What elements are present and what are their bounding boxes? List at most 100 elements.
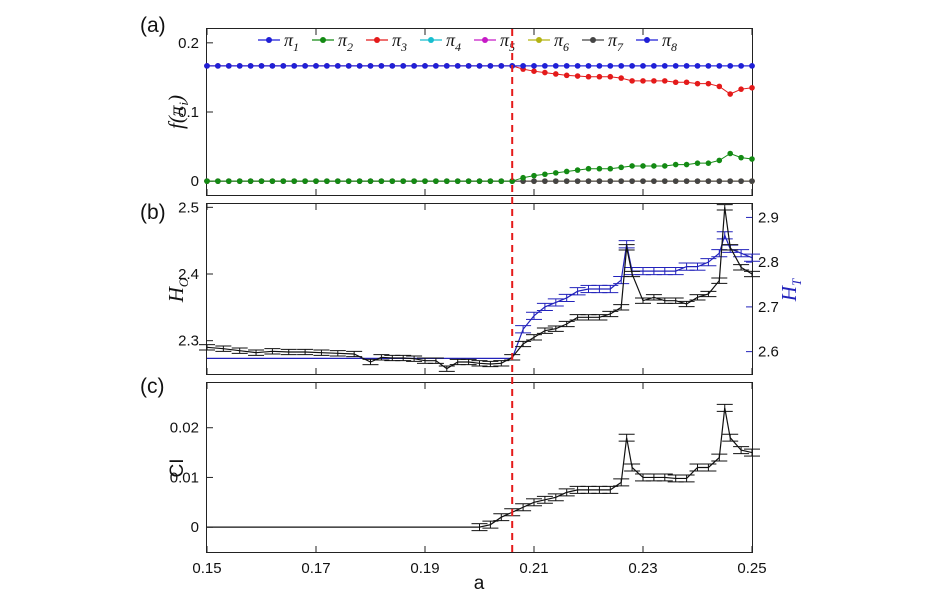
panel-a-series-point [531,63,537,69]
panel-a-series-point [476,63,483,69]
panel-a-series-point [596,165,603,172]
legend-entry-label: π7 [608,30,624,54]
legend-entry-label: π2 [338,30,353,54]
panel-a-ytick-label: 0.2 [178,35,199,52]
panel-a-series-point [400,63,407,69]
panel-a-series-point [738,178,744,184]
panel-a-series-point [324,63,330,69]
legend-entry-subscript: 8 [671,40,677,54]
panel-a-series-point [727,63,733,69]
panel-a-series-point [683,79,690,86]
panel-a-series-point [574,167,581,173]
panel-a-series-point [563,72,570,79]
panel-a-series-line [207,152,753,182]
panel-a-series-point [662,63,668,69]
panel-a-series-point [411,178,417,184]
legend-entry-label: π3 [392,30,407,54]
panel-a-series-point [465,178,472,184]
panel-a-series-point [531,172,537,179]
panel-a-series-point [542,178,548,184]
panel-a-series-point [607,63,614,69]
panel-a-series-point [607,73,614,80]
panel-a-series-point [640,63,646,69]
panel-a-series-point [585,165,592,172]
panel-a-series-point [335,63,341,69]
panel-a-series-point [629,178,635,184]
panel-c-ytick-label: 0.01 [170,469,199,486]
panel-b-ytick-right-label: 2.9 [758,209,779,226]
panel-a-ylabel-close: ) [164,95,188,103]
panel-a-ylabel-sub: i [176,102,191,106]
legend-swatch-marker [590,37,596,43]
panel-a-series-point [291,178,298,184]
x-tick-label: 0.19 [410,560,439,577]
panel-a-ylabel-open: ( [164,114,188,123]
panel-a-series-point [433,178,439,184]
panel-a-series-point [563,168,570,175]
panel-a-series-point [553,178,559,184]
panel-a-series-point [476,178,483,184]
panel-a-series-point [204,178,210,184]
panel-a-series-point [694,160,701,166]
panel-a-series-point [618,75,624,81]
panel-a-series-point [662,163,668,169]
panel-a-legend: π1π2π3π4π5π6π7π8 [258,30,677,54]
legend-entry-symbol: π [392,30,402,50]
panel-b-ylabel-right-main: H [777,284,801,302]
panel-a-series-point [618,63,624,69]
panel-b-ylabel-left-sub: O [176,277,191,287]
panel-a-series-point [280,178,287,184]
panel-a-frame [206,28,753,196]
panel-b-ytick-label: 2.4 [178,266,199,283]
panel-a-series-point [498,178,505,184]
panel-a-series-point [291,63,298,69]
panel-b-ytick-label: 2.3 [178,333,199,350]
panel-a-series-point [705,178,712,184]
panel-a-series-point [672,178,679,184]
panel-a-series-point [542,63,548,69]
panel-b-ylabel-left: HO [164,277,191,303]
legend-entry-label: π8 [662,30,677,54]
panel-b-ytick-label: 2.5 [178,199,199,216]
panel-a-series-point [367,178,374,184]
legend-swatch-marker [428,37,434,43]
panel-a-series-point [345,63,352,69]
panel-a-series-point [454,178,461,184]
panel-b-plot: 2.3 2.4 2.5 2.6 2.7 2.8 2.9 [178,199,779,374]
panel-a-series-point [640,78,646,84]
panel-a-series-point [531,68,537,74]
panel-a-series-point [727,178,733,184]
panel-a-series-point [553,170,559,176]
panel-c-series-line [207,407,753,528]
panel-a-series-point [662,178,668,184]
panel-a-series-point [378,178,385,184]
panel-a-series-point [705,80,712,87]
panel-a-series-point [596,63,603,69]
x-tick-label: 0.15 [192,560,221,577]
panel-a-series-point [444,63,450,69]
panel-a-series-point [683,161,690,168]
panel-a-series-point [465,63,472,69]
panel-a-series-point [749,178,755,184]
panel-a-series-point [400,178,407,184]
panel-a-series-point [236,63,243,69]
panel-c-plot: 0 0.01 0.02 0.15 0.17 0.19 0.21 0.23 0.25 [170,383,767,577]
panel-a-series-point [411,63,417,69]
panel-a-plot: 0 0.1 0.2 [178,29,755,195]
panel-a-series-point [553,71,559,77]
panel-a-series-point [563,63,570,69]
panel-b-tag: (b) [140,201,166,224]
panel-c-tag: (c) [140,375,165,398]
legend-entry-subscript: 2 [347,40,353,54]
panel-c-ytick-label: 0.02 [170,420,199,437]
panel-a-series-point [509,178,515,184]
legend-swatch-marker [536,37,542,43]
panel-a-series-point [247,178,254,184]
panel-a-series-point [596,73,603,80]
panel-a-series-point [204,63,210,69]
legend-swatch-marker [320,37,326,43]
panel-a-series-point [651,78,657,84]
panel-a-series-point [716,157,723,164]
panel-a-ytick-label: 0.1 [178,104,199,121]
panel-a-series-point [629,163,635,169]
